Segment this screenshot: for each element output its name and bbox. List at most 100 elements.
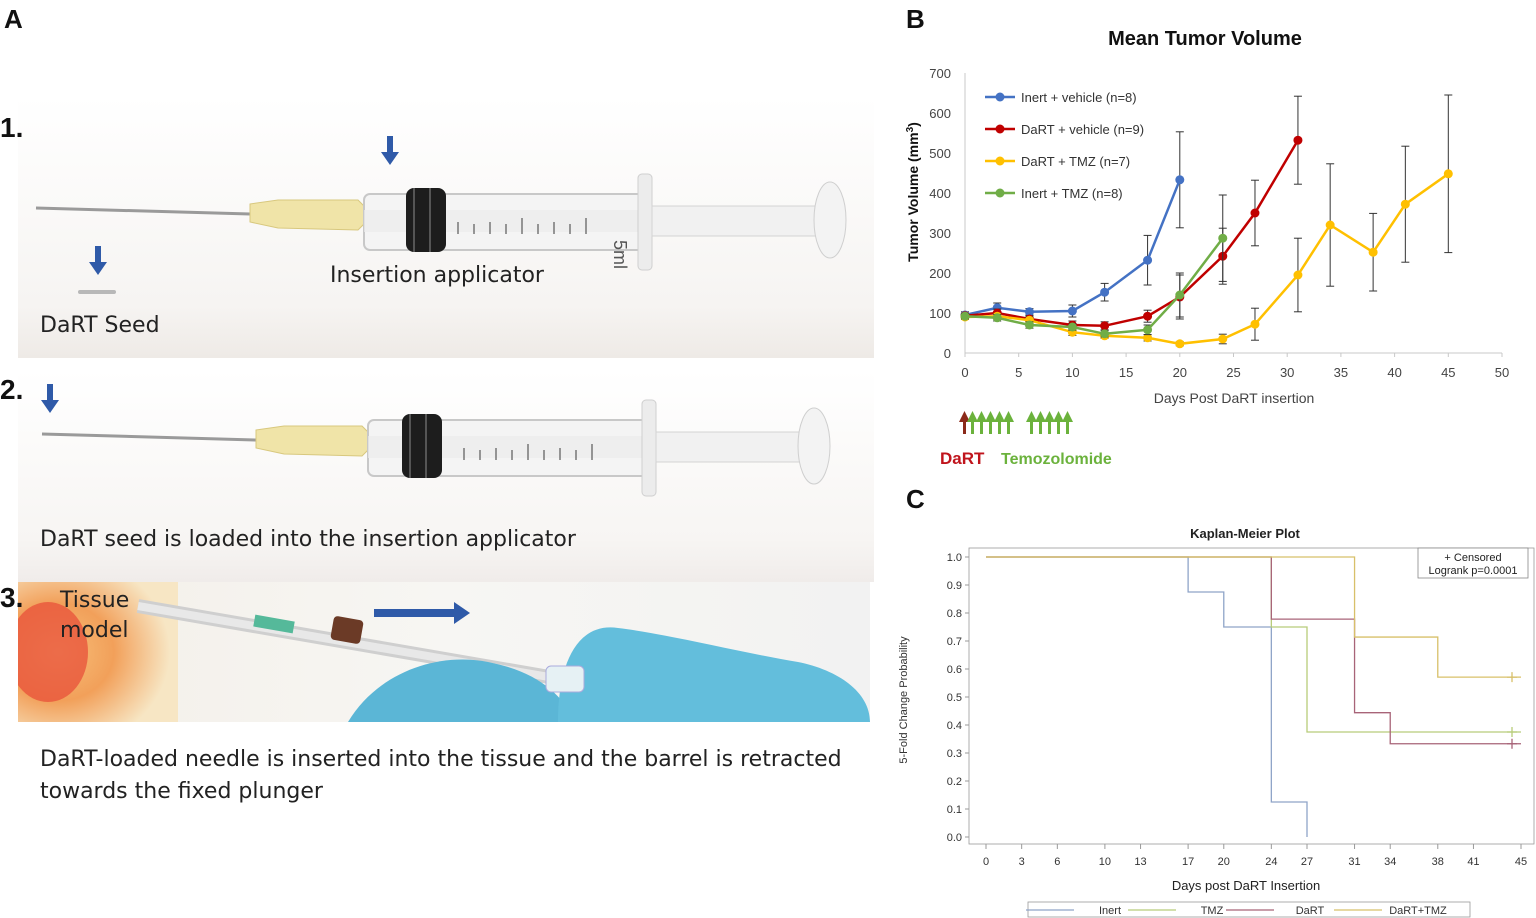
data-point xyxy=(1325,220,1335,230)
legend-marker xyxy=(995,156,1005,166)
legend-label: TMZ xyxy=(1201,905,1224,917)
data-point xyxy=(1175,290,1185,300)
dart-seed-label: DaRT Seed xyxy=(40,313,160,338)
chart-b-series-4 xyxy=(960,194,1228,339)
chart-c-x-tick-label: 31 xyxy=(1348,856,1360,868)
data-point xyxy=(1143,255,1153,265)
step-2-number: 2. xyxy=(0,374,24,405)
chart-c-x-tick-label: 45 xyxy=(1515,856,1527,868)
inset-logrank-text: Logrank p=0.0001 xyxy=(1429,565,1518,577)
chart-c-y-tick-label: 0.6 xyxy=(947,664,962,676)
km-step-line xyxy=(986,556,1308,837)
chart-c-x-tick-label: 20 xyxy=(1218,856,1230,868)
step-2-caption: DaRT seed is loaded into the insertion a… xyxy=(40,527,576,552)
chart-b-series-1 xyxy=(960,131,1185,320)
chart-c-x-tick-label: 6 xyxy=(1054,856,1060,868)
km-curve-dart xyxy=(986,556,1521,749)
legend-label: Inert + TMZ (n=8) xyxy=(1021,186,1123,201)
chart-c-y-tick-label: 0.0 xyxy=(947,832,962,844)
data-point xyxy=(1218,233,1228,243)
data-point xyxy=(1024,320,1034,330)
down-arrow-seed xyxy=(89,246,107,275)
chart-c-title: Kaplan-Meier Plot xyxy=(1190,526,1300,541)
chart-b-xlabel: Days Post DaRT insertion xyxy=(1154,390,1315,406)
chart-c-y-tick-label: 0.3 xyxy=(947,748,962,760)
chart-c-y-tick-label: 1.0 xyxy=(947,552,962,564)
step-3-drawing xyxy=(18,582,870,722)
chart-b-x-tick-label: 10 xyxy=(1065,365,1079,380)
chart-c-y-tick-label: 0.1 xyxy=(947,804,962,816)
legend-label: Inert + vehicle (n=8) xyxy=(1021,90,1137,105)
chart-b-y-tick-label: 200 xyxy=(929,266,951,281)
legend-label: Inert xyxy=(1099,905,1121,917)
data-point xyxy=(1293,270,1303,280)
kaplan-meier-chart: Kaplan-Meier Plot 5-Fold Change Probabil… xyxy=(898,526,1535,918)
data-point xyxy=(992,313,1002,323)
chart-c-x-tick-label: 27 xyxy=(1301,856,1313,868)
data-point xyxy=(960,311,970,321)
step-1-number: 1. xyxy=(0,112,24,143)
data-point xyxy=(1100,321,1110,331)
data-point xyxy=(1443,169,1453,179)
legend-marker xyxy=(995,92,1005,102)
step-3-number: 3. xyxy=(0,582,24,613)
chart-b-y-tick-label: 100 xyxy=(929,306,951,321)
chart-c-y-tick-label: 0.2 xyxy=(947,776,962,788)
data-point xyxy=(1143,325,1153,335)
series-line xyxy=(964,237,1224,336)
km-step-line xyxy=(986,556,1521,745)
chart-b-x-tick-label: 30 xyxy=(1280,365,1294,380)
data-point xyxy=(1024,307,1034,317)
data-point xyxy=(1100,287,1110,297)
data-point xyxy=(1175,339,1185,349)
chart-b-x-tick-label: 40 xyxy=(1387,365,1401,380)
tmz-treatment-label: Temozolomide xyxy=(1001,451,1112,468)
chart-c-x-tick-label: 13 xyxy=(1134,856,1146,868)
data-point xyxy=(1143,311,1153,321)
chart-c-x-tick-label: 38 xyxy=(1432,856,1444,868)
data-point xyxy=(1067,322,1077,332)
chart-b-x-tick-label: 0 xyxy=(961,365,968,380)
syringe-2-drawing xyxy=(41,399,831,497)
dart-treatment-label: DaRT xyxy=(940,449,985,468)
series-line xyxy=(964,139,1300,328)
panel-a-letter: A xyxy=(4,4,23,34)
data-point xyxy=(1400,199,1410,209)
dart-arrow xyxy=(959,411,970,434)
chart-b-series-3 xyxy=(960,94,1453,349)
legend-label: DaRT + TMZ (n=7) xyxy=(1021,154,1130,169)
chart-c-inset: + Censored Logrank p=0.0001 xyxy=(1417,547,1529,579)
chart-c-x-tick-label: 10 xyxy=(1099,856,1111,868)
chart-c-x-tick-label: 41 xyxy=(1467,856,1479,868)
km-step-line xyxy=(986,556,1521,733)
chart-b-x-tick-label: 15 xyxy=(1119,365,1133,380)
chart-c-y-tick-label: 0.5 xyxy=(947,692,962,704)
chart-c-y-tick-label: 0.4 xyxy=(947,720,962,732)
data-point xyxy=(1143,333,1153,343)
panel-b-letter: B xyxy=(906,4,925,34)
syringe-volume-mark: 5ml xyxy=(610,240,630,269)
km-step-line xyxy=(986,556,1521,678)
chart-c-x-tick-label: 3 xyxy=(1019,856,1025,868)
chart-c-y-tick-label: 0.9 xyxy=(947,580,962,592)
chart-c-x-tick-label: 34 xyxy=(1384,856,1396,868)
tmz-arrows-2 xyxy=(1026,411,1073,434)
inset-censored-text: + Censored xyxy=(1444,552,1501,564)
legend-label: DaRT + vehicle (n=9) xyxy=(1021,122,1144,137)
chart-b-y-tick-label: 700 xyxy=(929,66,951,81)
data-point xyxy=(1218,334,1228,344)
step-3-caption: DaRT-loaded needle is inserted into the … xyxy=(40,747,842,804)
panel-c-letter: C xyxy=(906,484,925,514)
chart-b-y-tick-label: 600 xyxy=(929,106,951,121)
tmz-arrows-1 xyxy=(967,411,1014,434)
syringe-photo-2 xyxy=(18,370,874,582)
chart-b-x-tick-label: 5 xyxy=(1015,365,1022,380)
syringe-1-drawing: 5ml xyxy=(35,173,847,294)
chart-b-title: Mean Tumor Volume xyxy=(1108,28,1302,50)
chart-b-x-tick-label: 20 xyxy=(1173,365,1187,380)
legend-marker xyxy=(995,188,1005,198)
data-point xyxy=(1250,319,1260,329)
data-point xyxy=(1067,306,1077,316)
down-arrow-needle-tip xyxy=(41,384,59,413)
series-line xyxy=(964,172,1450,346)
